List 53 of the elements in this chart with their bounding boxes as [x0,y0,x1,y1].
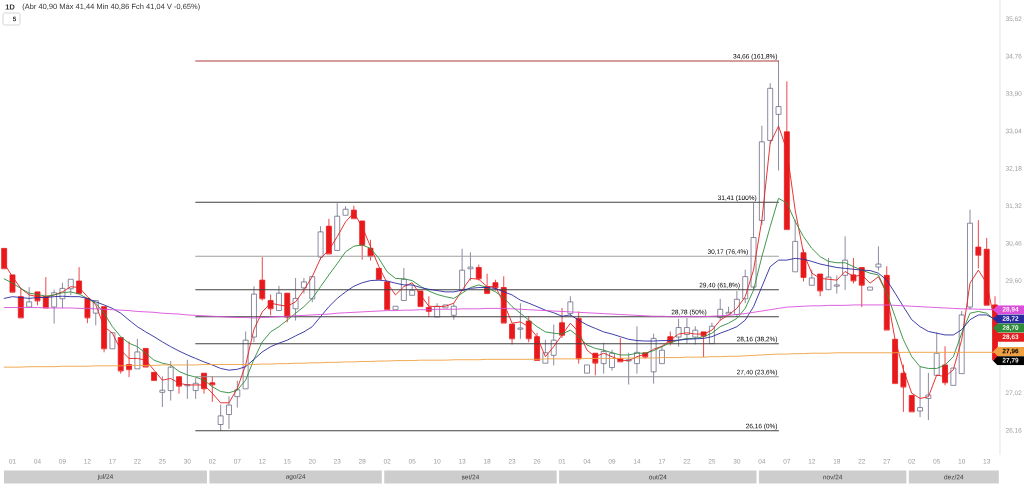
candlestick [217,404,224,432]
candlestick [867,286,874,291]
candlestick [151,371,157,381]
candlestick [417,290,424,307]
candlestick [117,337,124,374]
candlestick [384,281,391,310]
candlestick [517,303,524,339]
candlestick [226,396,232,429]
candlestick [950,367,957,386]
candlestick [259,257,266,301]
candlestick [301,277,307,294]
candlestick [983,237,990,306]
candlestick [326,218,332,254]
candlestick [467,252,474,281]
candlestick [176,376,182,394]
candlestick [342,206,349,216]
candlestick [101,306,107,353]
candlestick [817,273,824,297]
candlestick [967,209,973,310]
candlestick [825,257,832,290]
candlestick [375,267,382,280]
candlestick [409,284,416,296]
candlestick [775,60,782,171]
candlestick [758,125,765,225]
candlestick [459,248,466,291]
candlestick [917,366,923,418]
candlestick [850,257,857,284]
candlestick [534,332,540,361]
candlestick [933,332,940,376]
candlestick [276,285,282,311]
candlestick [159,376,166,408]
candlestick [792,219,799,272]
candlestick [450,303,457,320]
candlestick [942,346,948,386]
candlestick [975,220,982,269]
candlestick [359,220,366,260]
candlestick [392,305,399,310]
candlestick [76,267,82,294]
candlestick [892,338,898,384]
candlestick [584,364,590,374]
candlestick [167,361,174,401]
candlestick [659,346,665,364]
candlestick [334,203,341,251]
candlestick [267,294,274,316]
candlestick [26,287,33,308]
candlestick [9,274,16,293]
candlestick [109,332,116,349]
candlestick [525,316,532,343]
candlestick [475,264,482,281]
candlestick [833,275,840,294]
candlestick [17,288,24,318]
candlestick [875,246,882,271]
candlestick [509,323,515,345]
